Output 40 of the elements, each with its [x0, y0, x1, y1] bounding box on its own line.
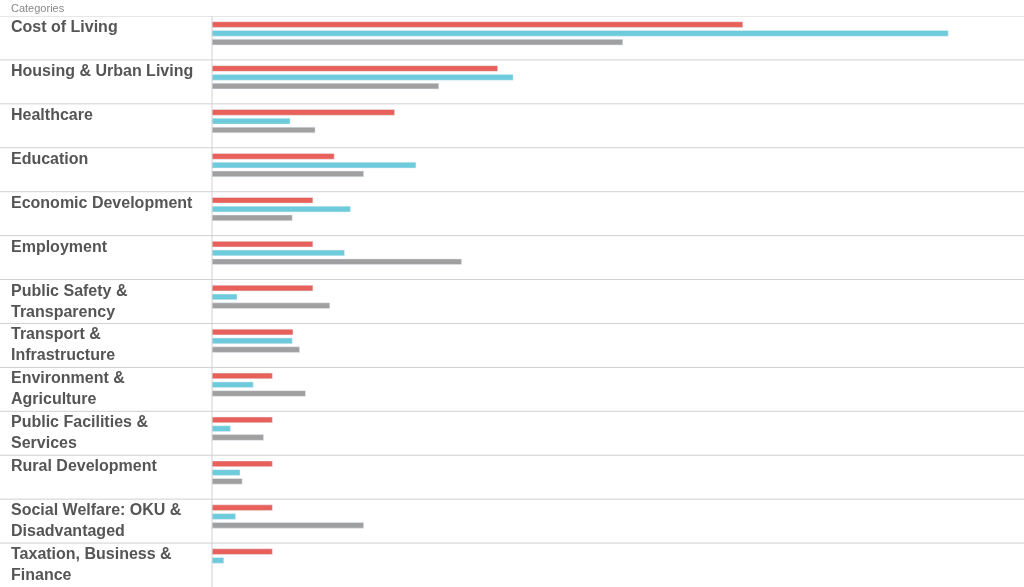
bar: [212, 425, 231, 432]
bar: [212, 82, 439, 90]
y-tick-label: Transport & Infrastructure: [11, 325, 116, 363]
bar: [212, 39, 624, 46]
bar: [212, 504, 273, 511]
y-tick-label: Rural Development: [11, 457, 158, 474]
bar: [212, 30, 949, 37]
y-tick-label: Social Welfare: OKU & Disadvantaged: [11, 501, 182, 539]
bar: [212, 390, 306, 397]
y-tick-label: Public Safety & Transparency: [11, 282, 128, 320]
bar: [212, 557, 225, 564]
y-tick-label: Employment: [11, 238, 108, 255]
y-tick-label: Healthcare: [11, 106, 93, 123]
y-tick-label: Cost of Living: [11, 18, 118, 35]
bar: [212, 416, 273, 423]
y-tick-label: Taxation, Business & Finance: [11, 545, 173, 583]
y-tick-label: Public Facilities & Services: [11, 413, 149, 451]
y-tick-label: Housing & Urban Living: [11, 62, 194, 79]
bar: [212, 381, 254, 388]
bar: [212, 469, 241, 476]
bar: [212, 460, 273, 467]
bar: [212, 346, 300, 353]
y-tick-label: Education: [11, 150, 89, 167]
bar: [212, 434, 264, 441]
bar: [212, 478, 243, 485]
y-axis-title: Categories: [11, 2, 65, 14]
bar: [212, 197, 314, 204]
bar: [212, 513, 236, 520]
bar: [212, 258, 462, 265]
y-tick-label: Environment & Agriculture: [11, 369, 126, 407]
bar: [212, 74, 514, 81]
bar: [212, 522, 364, 529]
bar: [212, 21, 744, 28]
bar: [212, 372, 273, 380]
y-tick-label: Economic Development: [11, 194, 194, 211]
bar: [212, 153, 335, 160]
bar: [212, 109, 395, 116]
bar: [212, 302, 331, 309]
bar: [212, 548, 273, 555]
bar: [212, 65, 498, 72]
